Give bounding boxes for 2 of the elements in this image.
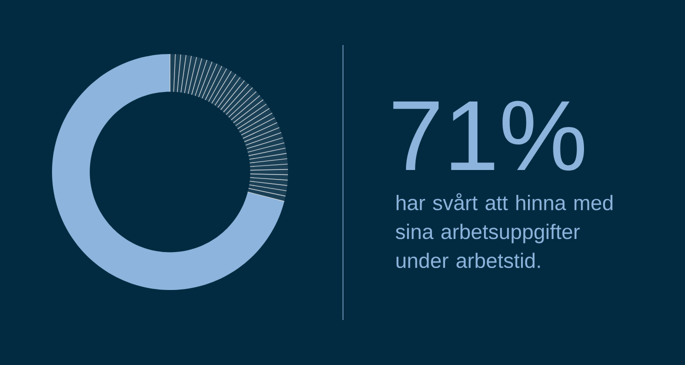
text: har svårt att hinna med sina arbetsuppgifter under arbetstid. <box>396 193 612 268</box>
text: 71% <box>393 100 584 171</box>
